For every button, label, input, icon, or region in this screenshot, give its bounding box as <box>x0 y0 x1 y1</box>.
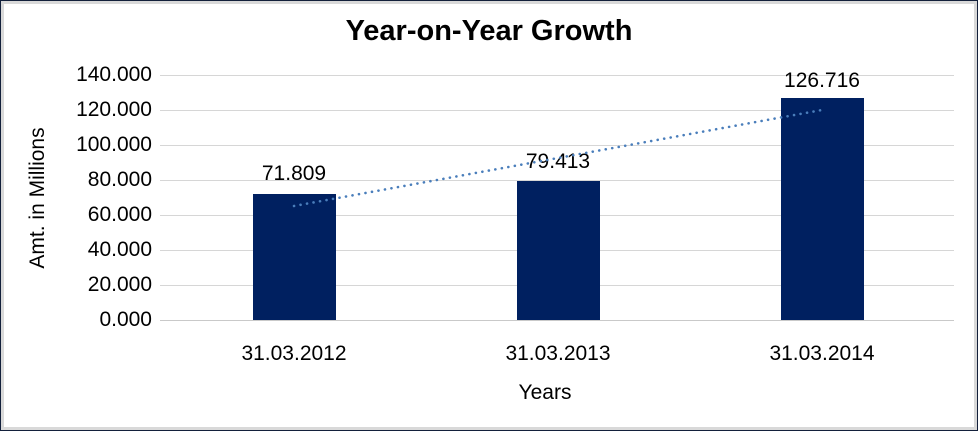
bar <box>253 194 336 320</box>
chart-title: Year-on-Year Growth <box>345 15 633 47</box>
y-tick-label: 40.000 <box>87 238 152 261</box>
bar-value-label: 71.809 <box>261 162 327 185</box>
bar-value-label: 126.716 <box>784 69 860 92</box>
y-tick-label: 100.000 <box>76 133 152 156</box>
gridline <box>160 75 954 76</box>
y-tick-label: 140.000 <box>76 63 152 86</box>
bar <box>517 181 600 320</box>
x-axis-title: Years <box>518 381 572 404</box>
bar <box>781 98 864 320</box>
x-tick-label: 31.03.2014 <box>769 342 875 365</box>
bar-value-label: 79.413 <box>525 150 591 173</box>
x-axis-line <box>160 320 954 321</box>
y-tick-label: 20.000 <box>87 273 152 296</box>
y-tick-label: 120.000 <box>76 98 152 121</box>
y-tick-label: 0.000 <box>99 308 152 331</box>
y-tick-label: 60.000 <box>87 203 152 226</box>
y-tick-label: 80.000 <box>87 168 152 191</box>
x-tick-label: 31.03.2013 <box>505 342 611 365</box>
x-tick-label: 31.03.2012 <box>241 342 347 365</box>
